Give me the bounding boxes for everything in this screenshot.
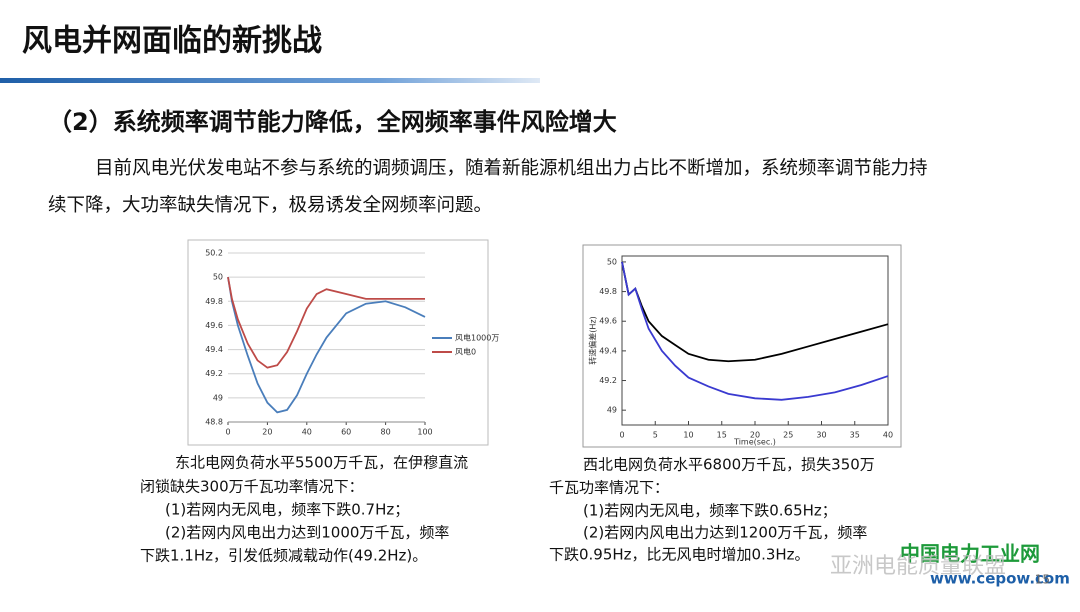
caption-line: (1)若网内无风电，频率下跌0.7Hz；	[165, 501, 409, 519]
title-rule	[0, 78, 540, 83]
x-tick-label: 25	[783, 431, 793, 440]
legend-label: 风电0	[455, 347, 476, 357]
y-tick-label: 49.8	[205, 297, 223, 306]
series-line	[227, 276, 425, 369]
caption-line: (1)若网内无风电，频率下跌0.65Hz；	[583, 502, 837, 520]
x-tick-label: 35	[850, 431, 860, 440]
caption-line: 下跌1.1Hz，引发低频减载动作(49.2Hz)。	[140, 547, 427, 565]
caption-line: (2)若网内风电出力达到1200万千瓦，频率	[583, 524, 867, 542]
series-line	[621, 261, 889, 401]
watermark-url: www.cepow.com	[930, 570, 1070, 588]
x-tick-label: 0	[619, 431, 624, 440]
x-tick-label: 40	[302, 428, 312, 437]
x-tick-label: 15	[717, 431, 727, 440]
subtitle: （2）系统频率调节能力降低，全网频率事件风险增大	[48, 108, 617, 136]
slide-title: 风电并网面临的新挑战	[22, 24, 322, 59]
y-tick-label: 49.2	[205, 369, 223, 378]
watermark-site: 中国电力工业网	[900, 542, 1040, 566]
x-axis-label: Time(sec.)	[733, 438, 776, 447]
caption-line: 西北电网负荷水平6800万千瓦，损失350万	[583, 456, 875, 474]
y-tick-label: 50.2	[205, 249, 223, 258]
y-tick-label: 49	[213, 393, 223, 402]
y-axis-label: 转速偏差(Hz)	[588, 316, 598, 364]
y-tick-label: 49.2	[599, 376, 617, 385]
caption-line: 下跌0.95Hz，比无风电时增加0.3Hz。	[549, 546, 810, 564]
series-line	[227, 276, 426, 414]
paragraph-line: 续下降，大功率缺失情况下，极易诱发全网频率问题。	[48, 195, 492, 216]
y-tick-label: 49.4	[599, 346, 617, 355]
y-tick-label: 49	[607, 406, 617, 415]
x-tick-label: 80	[381, 428, 391, 437]
watermark-alliance: 亚洲电能质量联盟	[830, 554, 1006, 579]
x-tick-label: 10	[683, 431, 693, 440]
x-tick-label: 20	[262, 428, 272, 437]
legend-label: 风电1000万	[455, 333, 499, 343]
caption-line: 东北电网负荷水平5500万千瓦，在伊穆直流	[175, 454, 468, 472]
x-tick-label: 5	[653, 431, 658, 440]
paragraph-line: 目前风电光伏发电站不参与系统的调频调压，随着新能源机组出力占比不断增加，系统频率…	[95, 158, 928, 179]
y-tick-label: 49.6	[205, 321, 223, 330]
y-tick-label: 49.4	[205, 345, 223, 354]
y-tick-label: 50	[607, 257, 617, 266]
y-tick-label: 50	[213, 273, 223, 282]
caption-line: 闭锁缺失300万千瓦功率情况下：	[140, 478, 364, 496]
x-tick-label: 40	[883, 431, 893, 440]
y-tick-label: 49.8	[599, 287, 617, 296]
y-tick-label: 48.8	[205, 418, 223, 427]
caption-line: (2)若网内风电出力达到1000万千瓦，频率	[165, 524, 449, 542]
x-tick-label: 30	[816, 431, 826, 440]
x-tick-label: 100	[417, 428, 432, 437]
page-number: 15	[1035, 573, 1050, 587]
x-tick-label: 0	[225, 428, 230, 437]
x-tick-label: 60	[341, 428, 351, 437]
chart-frame	[187, 239, 489, 446]
caption-line: 千瓦功率情况下：	[549, 479, 669, 497]
plot-area	[621, 255, 889, 426]
x-tick-label: 20	[750, 431, 760, 440]
y-tick-label: 49.6	[599, 317, 617, 326]
